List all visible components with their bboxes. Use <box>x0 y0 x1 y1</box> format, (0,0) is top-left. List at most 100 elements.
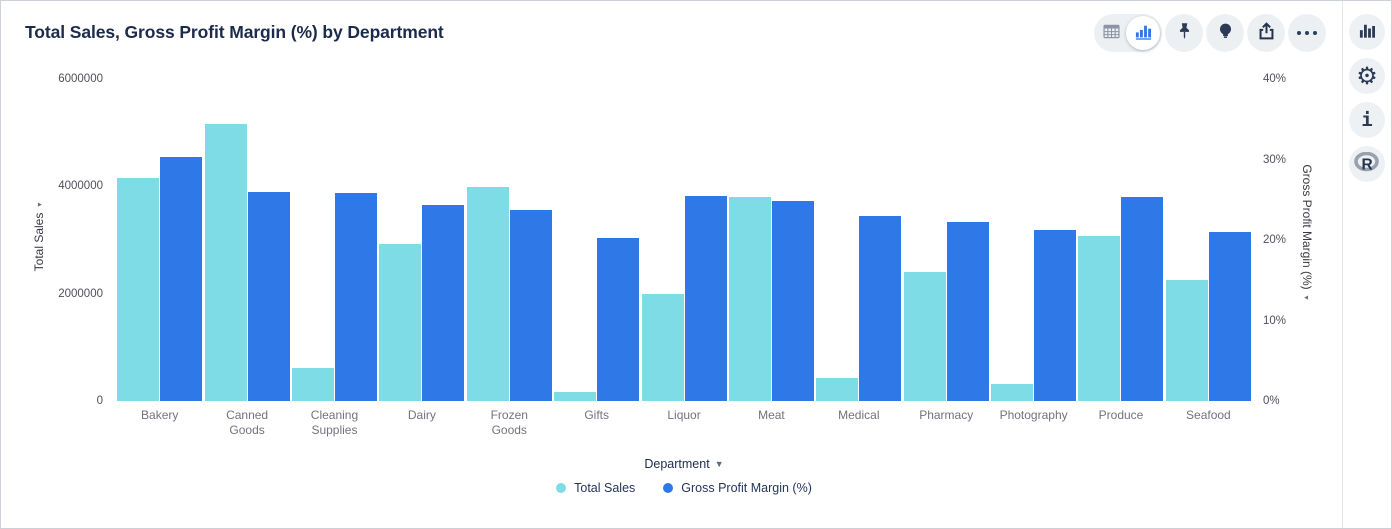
left-axis-ticks: 0 2000000 4000000 6000000 <box>27 73 103 407</box>
x-axis-category-label: Seafood <box>1186 408 1231 422</box>
table-view-button[interactable] <box>1096 16 1126 50</box>
gross-profit-margin-bar[interactable] <box>1208 231 1251 401</box>
chart-config-button[interactable] <box>1349 14 1385 50</box>
bar-group <box>990 79 1077 401</box>
pin-icon <box>1174 21 1195 45</box>
pin-button[interactable] <box>1165 14 1203 52</box>
gross-profit-margin-bar[interactable] <box>160 157 203 401</box>
bar-group <box>728 79 815 401</box>
bar-group <box>116 79 203 401</box>
bar-group <box>291 79 378 401</box>
r-logo-icon: R <box>1354 151 1380 177</box>
gross-profit-margin-bar[interactable] <box>859 215 902 401</box>
x-axis-category-label: Meat <box>758 408 785 422</box>
bar-group <box>903 79 990 401</box>
right-axis-ticks: 0% 10% 20% 30% 40% <box>1263 73 1315 407</box>
chart-view-button[interactable] <box>1126 16 1160 50</box>
gross-profit-margin-bar[interactable] <box>771 200 814 401</box>
total-sales-bar[interactable] <box>903 271 946 401</box>
x-axis-category-label: Medical <box>838 408 880 422</box>
x-axis-category-label: Frozen Goods <box>490 408 528 437</box>
total-sales-bar[interactable] <box>554 391 597 401</box>
bar-group <box>378 79 465 401</box>
right-tick-label: 30% <box>1263 153 1287 166</box>
svg-text:R: R <box>1362 156 1373 173</box>
sort-icon: ▾ <box>1302 295 1312 300</box>
bar-group <box>815 79 902 401</box>
r-analysis-button[interactable]: R <box>1349 146 1385 182</box>
total-sales-bar[interactable] <box>641 293 684 401</box>
bar-group <box>203 79 290 401</box>
left-tick-label: 4000000 <box>58 180 103 193</box>
view-toggle <box>1094 14 1162 52</box>
gross-profit-margin-bar[interactable] <box>684 195 727 401</box>
legend-label: Gross Profit Margin (%) <box>681 481 812 495</box>
total-sales-bar[interactable] <box>728 196 771 401</box>
right-tick-label: 20% <box>1263 234 1287 246</box>
total-sales-bar[interactable] <box>379 244 422 401</box>
left-axis-title[interactable]: Total Sales ▾ <box>32 203 46 272</box>
chart-toolbar <box>1094 14 1326 52</box>
left-axis-title-label: Total Sales <box>32 212 46 272</box>
x-axis-title-label: Department <box>644 457 710 471</box>
left-tick-label: 2000000 <box>58 287 103 300</box>
legend-item[interactable]: Total Sales <box>556 481 635 495</box>
legend-swatch <box>556 483 567 493</box>
right-axis-title-label: Gross Profit Margin (%) <box>1300 164 1314 290</box>
x-axis-category-label: Cleaning Supplies <box>310 408 359 437</box>
total-sales-bar[interactable] <box>466 187 509 401</box>
x-axis-category-label: Dairy <box>407 408 436 422</box>
x-axis-title[interactable]: Department ▼ <box>116 457 1252 471</box>
left-tick-label: 0 <box>96 395 103 407</box>
more-button[interactable] <box>1288 14 1326 52</box>
right-axis-title[interactable]: Gross Profit Margin (%) ▾ <box>1300 164 1314 299</box>
share-button[interactable] <box>1247 14 1285 52</box>
info-button[interactable]: i <box>1349 102 1385 138</box>
total-sales-bar[interactable] <box>204 124 247 401</box>
x-axis-category-label: Liquor <box>667 408 701 422</box>
table-icon <box>1101 21 1122 45</box>
bar-group <box>553 79 640 401</box>
settings-button[interactable]: ⚙ <box>1349 58 1385 94</box>
x-axis-category-label: Photography <box>999 408 1068 422</box>
total-sales-bar[interactable] <box>1165 279 1208 401</box>
gross-profit-margin-bar[interactable] <box>597 237 640 401</box>
ellipsis-icon <box>1296 30 1318 36</box>
info-icon: i <box>1361 108 1373 131</box>
insights-button[interactable] <box>1206 14 1244 52</box>
gross-profit-margin-bar[interactable] <box>247 191 290 401</box>
total-sales-bar[interactable] <box>991 383 1034 401</box>
legend: Total Sales Gross Profit Margin (%) <box>116 481 1252 495</box>
right-sidebar: ⚙ i R <box>1342 1 1391 528</box>
gross-profit-margin-bar[interactable] <box>422 205 465 401</box>
lightbulb-icon <box>1215 21 1236 45</box>
total-sales-bar[interactable] <box>1078 236 1121 401</box>
bar-chart-icon <box>1133 22 1153 45</box>
plot-area <box>116 79 1252 401</box>
gross-profit-margin-bar[interactable] <box>509 210 552 401</box>
x-axis-category-label: Canned Goods <box>226 408 269 437</box>
gross-profit-margin-bar[interactable] <box>334 192 377 401</box>
x-axis-category-label: Produce <box>1098 408 1144 422</box>
gross-profit-margin-bar[interactable] <box>1121 196 1164 401</box>
left-tick-label: 6000000 <box>58 73 103 85</box>
right-tick-label: 40% <box>1263 73 1287 85</box>
bar-group <box>1077 79 1164 401</box>
chart-card: Total Sales, Gross Profit Margin (%) by … <box>1 1 1342 528</box>
bar-chart-icon <box>1357 21 1377 44</box>
x-axis-category-label: Pharmacy <box>919 408 974 422</box>
share-icon <box>1256 21 1277 45</box>
bar-group <box>1165 79 1252 401</box>
total-sales-bar[interactable] <box>117 178 160 401</box>
x-axis-category-label: Bakery <box>141 408 179 422</box>
chart-title: Total Sales, Gross Profit Margin (%) by … <box>25 22 444 42</box>
total-sales-bar[interactable] <box>816 377 859 401</box>
total-sales-bar[interactable] <box>291 367 334 401</box>
x-axis-category-label: Gifts <box>584 408 609 422</box>
legend-item[interactable]: Gross Profit Margin (%) <box>663 481 812 495</box>
legend-label: Total Sales <box>574 481 636 495</box>
gross-profit-margin-bar[interactable] <box>946 221 989 401</box>
dropdown-icon: ▼ <box>714 459 724 469</box>
bar-group <box>640 79 727 401</box>
gross-profit-margin-bar[interactable] <box>1034 229 1077 401</box>
